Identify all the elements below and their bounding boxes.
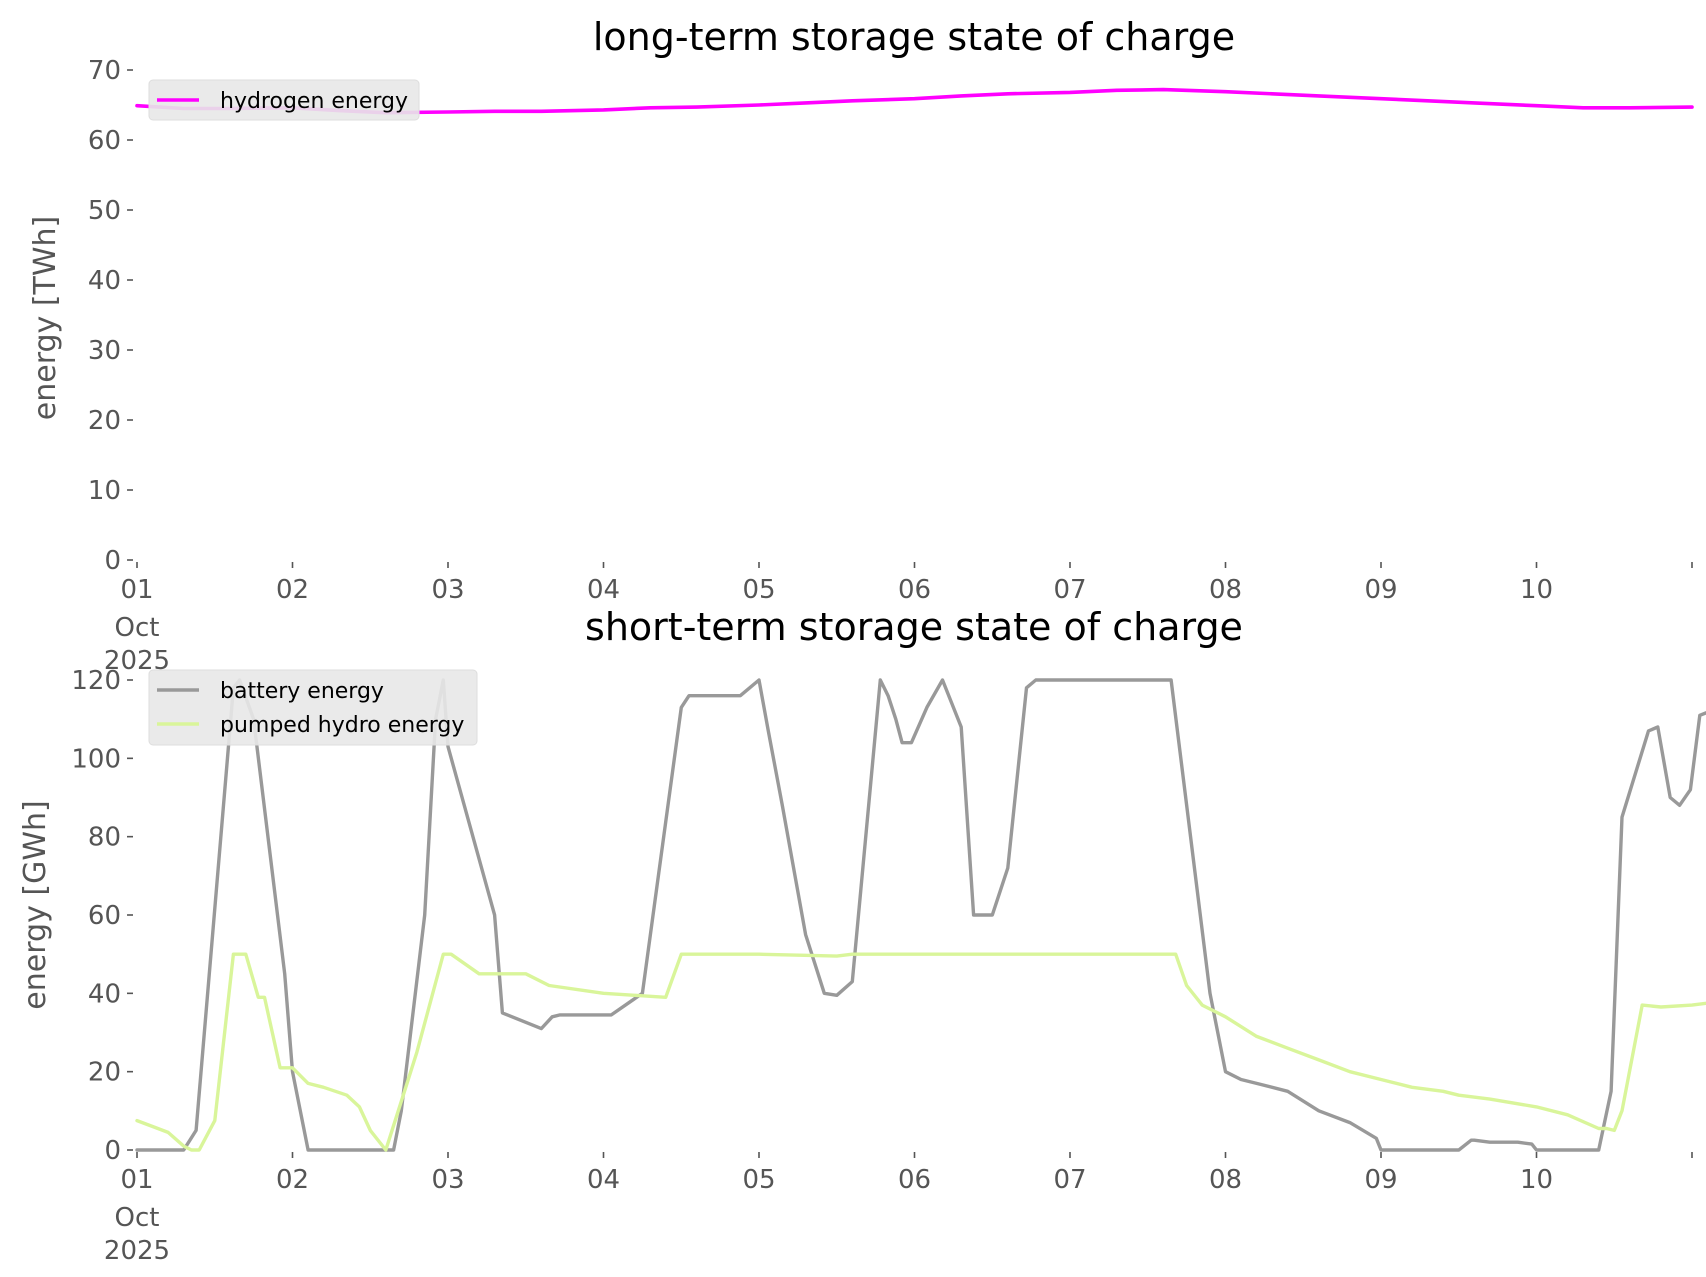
short-term-x-tick-sublabel: Oct <box>115 1203 160 1233</box>
short-term-x-tick-sublabel: 2025 <box>104 1236 170 1266</box>
long-term-x-tick-label: 05 <box>742 575 775 605</box>
short-term-x-tick-label: 06 <box>898 1165 931 1195</box>
long-term-y-tick-label: 20 <box>88 406 121 436</box>
short-term-x-tick-label: 01 <box>120 1165 153 1195</box>
short-term-y-tick-label: 60 <box>88 901 121 931</box>
short-term-chart: short-term storage state of charge energ… <box>18 605 1706 1266</box>
long-term-legend-label: hydrogen energy <box>220 89 408 114</box>
long-term-y-tick-label: 60 <box>88 126 121 156</box>
long-term-y-ticks: 0 10 20 30 40 50 60 70 <box>88 56 133 576</box>
long-term-y-tick-label: 10 <box>88 476 121 506</box>
short-term-series-line-0 <box>135 678 1706 1152</box>
short-term-legend-box <box>148 669 478 746</box>
long-term-x-tick-label: 03 <box>431 575 464 605</box>
long-term-y-axis-label: energy [TWh] <box>28 216 63 420</box>
long-term-y-tick-label: 30 <box>88 336 121 366</box>
short-term-y-tick-label: 20 <box>88 1058 121 1088</box>
short-term-y-ticks: 0 20 40 60 80 100 120 <box>71 666 133 1166</box>
short-term-chart-title: short-term storage state of charge <box>585 605 1243 649</box>
long-term-x-tick-label: 09 <box>1364 575 1397 605</box>
long-term-x-tick-label: 04 <box>587 575 620 605</box>
long-term-x-tick-label: 01 <box>120 575 153 605</box>
short-term-x-tick-label: 07 <box>1053 1165 1086 1195</box>
long-term-x-tick-label: 10 <box>1520 575 1553 605</box>
short-term-y-tick-label: 80 <box>88 823 121 853</box>
long-term-x-tick-label: 02 <box>276 575 309 605</box>
short-term-x-tick-label: 02 <box>276 1165 309 1195</box>
long-term-y-tick-label: 70 <box>88 56 121 86</box>
long-term-chart-title: long-term storage state of charge <box>593 15 1235 59</box>
short-term-x-tick-label: 05 <box>742 1165 775 1195</box>
long-term-x-tick-label: 06 <box>898 575 931 605</box>
short-term-y-tick-label: 40 <box>88 979 121 1009</box>
short-term-y-tick-label: 0 <box>104 1136 121 1166</box>
short-term-legend-label: battery energy <box>220 679 384 704</box>
long-term-y-tick-label: 50 <box>88 196 121 226</box>
short-term-legend: battery energy pumped hydro energy <box>148 669 478 746</box>
short-term-series-line-1 <box>135 952 1706 1152</box>
short-term-x-tick-label: 09 <box>1364 1165 1397 1195</box>
short-term-x-tick-label: 10 <box>1520 1165 1553 1195</box>
short-term-series-lines <box>135 678 1706 1152</box>
long-term-x-tick-sublabel: Oct <box>115 613 160 643</box>
short-term-y-axis-label: energy [GWh] <box>18 800 53 1009</box>
long-term-x-tick-label: 08 <box>1209 575 1242 605</box>
short-term-x-tick-label: 03 <box>431 1165 464 1195</box>
long-term-legend-box <box>148 79 420 121</box>
long-term-x-tick-label: 07 <box>1053 575 1086 605</box>
short-term-legend-label: pumped hydro energy <box>220 713 464 738</box>
short-term-y-tick-label: 120 <box>71 666 121 696</box>
long-term-y-tick-label: 40 <box>88 266 121 296</box>
short-term-x-tick-label: 08 <box>1209 1165 1242 1195</box>
short-term-y-tick-label: 100 <box>71 744 121 774</box>
short-term-x-tick-label: 04 <box>587 1165 620 1195</box>
long-term-legend: hydrogen energy <box>148 79 420 121</box>
long-term-y-tick-label: 0 <box>104 546 121 576</box>
long-term-chart: long-term storage state of charge energy… <box>28 15 1694 676</box>
